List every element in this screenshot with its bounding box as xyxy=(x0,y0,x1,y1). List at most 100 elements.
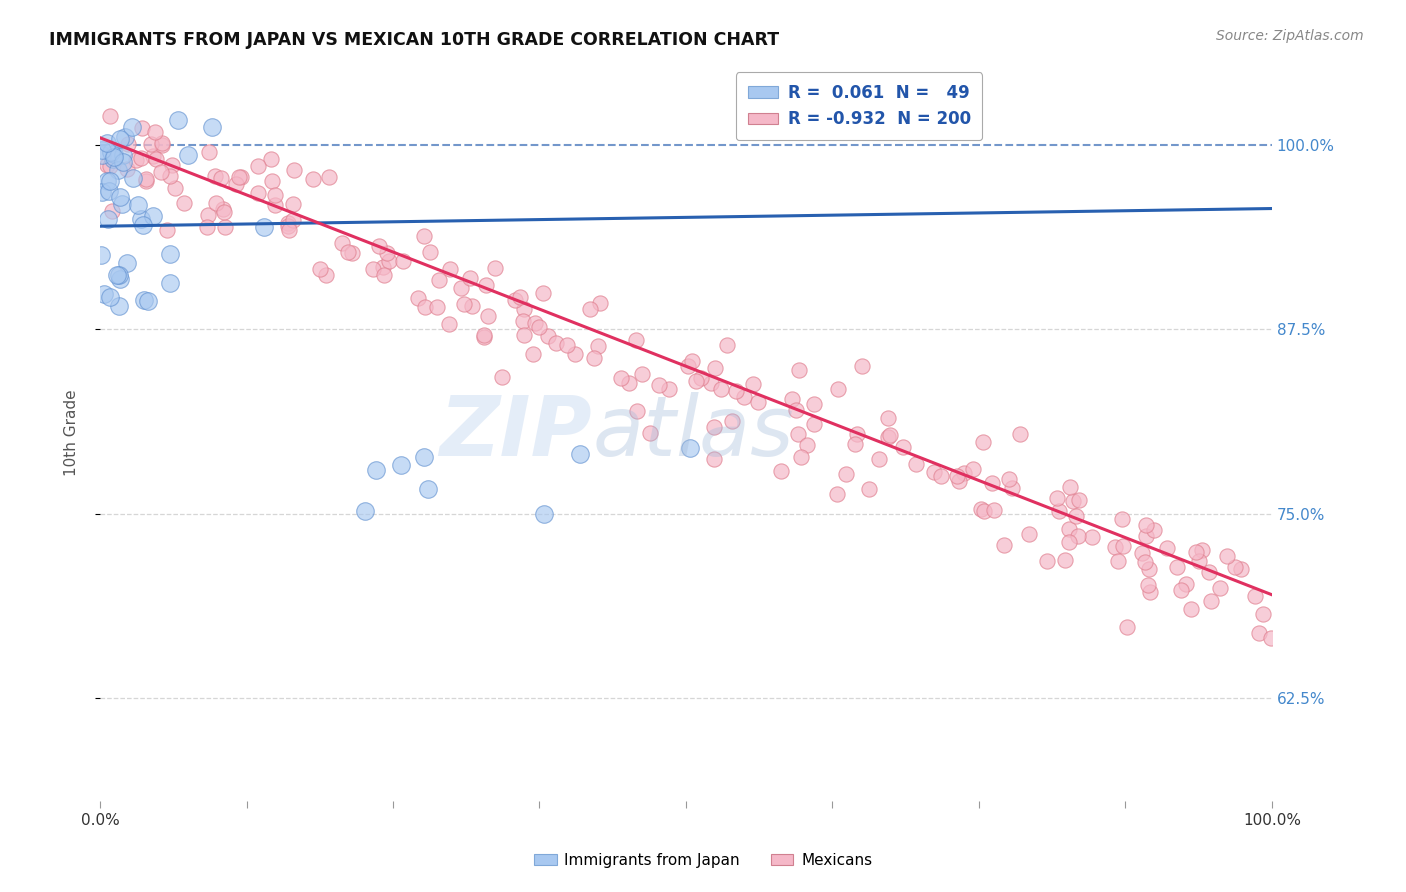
Point xyxy=(195,220,218,235)
Point xyxy=(512,314,534,328)
Point xyxy=(509,290,531,304)
Point xyxy=(716,338,738,352)
Point xyxy=(135,172,157,186)
Point xyxy=(1135,529,1157,543)
Point xyxy=(1139,585,1161,599)
Point xyxy=(100,145,122,159)
Point xyxy=(131,151,153,165)
Point xyxy=(1133,555,1156,569)
Point xyxy=(647,378,669,392)
Text: atlas: atlas xyxy=(592,392,794,473)
Point xyxy=(105,268,128,282)
Point xyxy=(98,159,121,173)
Point xyxy=(555,338,578,352)
Point xyxy=(93,287,115,301)
Point xyxy=(472,328,495,343)
Point xyxy=(139,136,162,151)
Point xyxy=(983,503,1005,517)
Point xyxy=(491,369,513,384)
Point xyxy=(1059,522,1081,536)
Point xyxy=(703,361,725,376)
Point xyxy=(103,147,125,161)
Point xyxy=(96,174,118,188)
Legend: R =  0.061  N =   49, R = -0.932  N = 200: R = 0.061 N = 49, R = -0.932 N = 200 xyxy=(735,72,983,140)
Point xyxy=(96,136,118,150)
Point xyxy=(1156,541,1178,556)
Point xyxy=(450,281,472,295)
Point xyxy=(803,417,825,431)
Point xyxy=(1046,491,1069,505)
Point xyxy=(787,426,810,441)
Point xyxy=(769,464,792,478)
Point xyxy=(98,290,121,304)
Point xyxy=(159,247,181,261)
Point xyxy=(825,486,848,500)
Point xyxy=(246,186,269,201)
Point xyxy=(1053,553,1076,567)
Point xyxy=(993,538,1015,552)
Point xyxy=(367,238,389,252)
Point xyxy=(484,261,506,276)
Point xyxy=(111,147,134,161)
Point xyxy=(121,120,143,135)
Point xyxy=(803,396,825,410)
Point xyxy=(408,292,430,306)
Point xyxy=(136,293,159,308)
Point xyxy=(159,169,181,183)
Point xyxy=(617,376,640,390)
Point xyxy=(460,271,482,285)
Point xyxy=(1116,620,1139,634)
Point xyxy=(1067,529,1090,543)
Point xyxy=(110,190,132,204)
Point xyxy=(301,172,323,186)
Point xyxy=(201,120,224,134)
Point xyxy=(522,347,544,361)
Y-axis label: 10th Grade: 10th Grade xyxy=(65,389,79,476)
Point xyxy=(710,382,733,396)
Point xyxy=(973,503,995,517)
Point xyxy=(1251,607,1274,621)
Point xyxy=(231,169,253,184)
Legend: Immigrants from Japan, Mexicans: Immigrants from Japan, Mexicans xyxy=(527,847,879,873)
Point xyxy=(879,428,901,442)
Point xyxy=(173,196,195,211)
Point xyxy=(720,414,742,428)
Point xyxy=(690,370,713,384)
Point xyxy=(416,483,439,497)
Point xyxy=(143,125,166,139)
Point xyxy=(439,317,461,331)
Point xyxy=(1223,559,1246,574)
Point xyxy=(277,219,299,233)
Point xyxy=(891,440,914,454)
Point xyxy=(145,152,167,166)
Point xyxy=(214,205,236,219)
Point xyxy=(149,165,172,179)
Point xyxy=(110,272,132,286)
Point xyxy=(1062,493,1084,508)
Text: Source: ZipAtlas.com: Source: ZipAtlas.com xyxy=(1216,29,1364,43)
Point xyxy=(108,299,131,313)
Point xyxy=(253,219,276,234)
Point xyxy=(264,198,287,212)
Point xyxy=(132,219,155,233)
Point xyxy=(962,461,984,475)
Point xyxy=(101,204,124,219)
Point xyxy=(477,309,499,323)
Point xyxy=(905,457,928,471)
Point xyxy=(1059,480,1081,494)
Point xyxy=(167,113,190,128)
Point xyxy=(1198,565,1220,579)
Point xyxy=(122,170,145,185)
Point xyxy=(117,136,139,151)
Point xyxy=(315,268,337,283)
Point xyxy=(197,208,219,222)
Point xyxy=(640,426,662,441)
Point xyxy=(177,147,200,161)
Point xyxy=(835,467,858,482)
Point xyxy=(262,174,284,188)
Point xyxy=(114,130,136,145)
Point xyxy=(681,354,703,368)
Point xyxy=(264,188,287,202)
Point xyxy=(658,382,681,396)
Point xyxy=(211,202,233,216)
